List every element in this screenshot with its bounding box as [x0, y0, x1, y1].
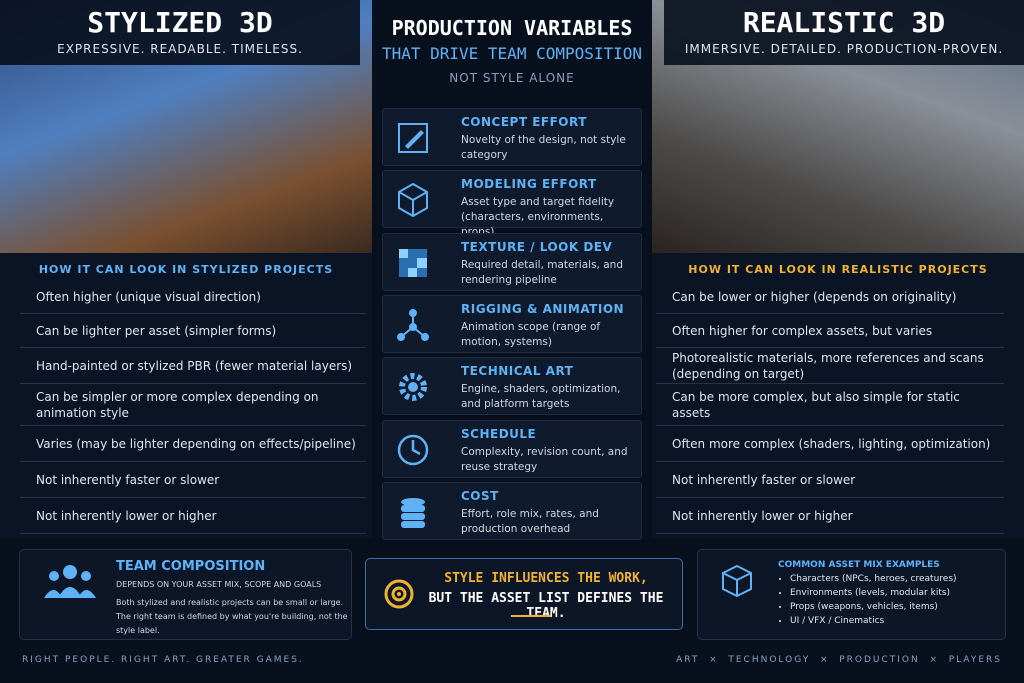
- left-title: STYLIZED 3D: [87, 6, 273, 39]
- table-row: Can be simpler or more complex depending…: [20, 384, 366, 426]
- left-section: HOW IT CAN LOOK IN STYLIZED PROJECTS: [38, 263, 334, 276]
- left-table: HOW IT CAN LOOK IN STYLIZED PROJECTS Oft…: [0, 253, 372, 538]
- variable-icon: [399, 248, 427, 277]
- quote-panel: STYLE INFLUENCES THE WORK, BUT THE ASSET…: [365, 558, 683, 630]
- variable-icon: [397, 308, 429, 341]
- quote-line-2: BUT THE ASSET LIST DEFINES THE TEAM.: [428, 591, 664, 621]
- row-text: Not inherently faster or slower: [36, 472, 220, 487]
- variable-card: CONCEPT EFFORT Novelty of the design, not…: [382, 108, 642, 166]
- team-body-line: The right team is defined by what you're…: [116, 612, 348, 635]
- variable-icon: [401, 497, 425, 528]
- variable-icon: [398, 123, 428, 153]
- assets-title: COMMON ASSET MIX EXAMPLES: [778, 560, 940, 570]
- variable-title: TEXTURE / LOOK DEV: [461, 239, 613, 254]
- asset-item: Props (weapons, vehicles, items): [790, 600, 957, 614]
- variable-card: TEXTURE / LOOK DEV Required detail, mater…: [382, 232, 642, 291]
- asset-item: Characters (NPCs, heroes, creatures): [790, 572, 957, 586]
- quote-underline: [511, 615, 551, 617]
- variable-card: TECHNICAL ART Engine, shaders, optimizati…: [382, 357, 642, 416]
- row-text: Can be lighter per asset (simpler forms): [36, 323, 277, 338]
- variable-title: RIGGING & ANIMATION: [461, 301, 625, 316]
- right-tagline: IMMERSIVE. DETAILED. PRODUCTION-PROVEN.: [684, 42, 1004, 56]
- row-text: Not inherently lower or higher: [36, 508, 217, 523]
- right-section: HOW IT CAN LOOK IN REALISTIC PROJECTS: [688, 263, 988, 276]
- row-text: Can be more complex, but also simple for…: [672, 389, 960, 420]
- row-text: Not inherently faster or slower: [672, 472, 856, 487]
- team-panel: TEAM COMPOSITION DEPENDS ON YOUR ASSET M…: [19, 549, 352, 640]
- variable-desc: Engine, shaders, optimization, and platf…: [461, 383, 621, 411]
- left-header: STYLIZED 3D EXPRESSIVE. READABLE. TIMELE…: [0, 0, 360, 65]
- variable-desc: Novelty of the design, not style categor…: [461, 134, 626, 161]
- variable-icon: [397, 434, 429, 465]
- variable-card: SCHEDULE Complexity, revision count, and …: [382, 419, 642, 478]
- team-body-line: Both stylized and realistic projects can…: [116, 598, 344, 607]
- table-row: Not inherently faster or slower: [656, 462, 1004, 498]
- table-row: Photorealistic materials, more reference…: [656, 348, 1004, 384]
- footer-left: RIGHT PEOPLE. RIGHT ART. GREATER GAMES.: [22, 655, 304, 665]
- row-text: Varies (may be lighter depending on effe…: [36, 436, 356, 451]
- table-row: Not inherently lower or higher: [656, 498, 1004, 534]
- left-tagline: EXPRESSIVE. READABLE. TIMELESS.: [57, 42, 303, 56]
- row-text: Can be simpler or more complex depending…: [36, 389, 319, 420]
- left-rows: Often higher (unique visual direction) Ca…: [20, 280, 366, 538]
- right-rows: Can be lower or higher (depends on origi…: [656, 280, 1004, 538]
- variable-card: MODELING EFFORT Asset type and target fid…: [382, 170, 642, 238]
- right-header: REALISTIC 3D IMMERSIVE. DETAILED. PRODUC…: [664, 0, 1024, 65]
- variable-title: COST: [461, 488, 499, 503]
- table-row: Can be lower or higher (depends on origi…: [656, 280, 1004, 314]
- row-text: Photorealistic materials, more reference…: [672, 350, 984, 381]
- variable-desc: Required detail, materials, and renderin…: [461, 258, 623, 286]
- team-title: TEAM COMPOSITION: [116, 559, 266, 574]
- center-title: PRODUCTION VARIABLES: [391, 16, 633, 40]
- asset-item: Environments (levels, modular kits): [790, 586, 957, 600]
- table-row: Can be more complex, but also simple for…: [656, 384, 1004, 426]
- variable-card: COST Effort, role mix, rates, and product…: [382, 481, 642, 540]
- table-row: Often higher (unique visual direction): [20, 280, 366, 314]
- assets-panel: COMMON ASSET MIX EXAMPLES Characters (NP…: [697, 549, 1006, 640]
- table-row: Hand-painted or stylized PBR (fewer mate…: [20, 348, 366, 384]
- variable-desc: Animation scope (range of motion, system…: [461, 320, 601, 348]
- team-subtitle: DEPENDS ON YOUR ASSET MIX, SCOPE AND GOA…: [116, 580, 322, 589]
- variable-desc: Effort, role mix, rates, and production …: [461, 507, 599, 535]
- variable-title: MODELING EFFORT: [461, 177, 597, 192]
- target-icon: [384, 579, 414, 609]
- footer-right: ART × TECHNOLOGY × PRODUCTION × PLAYERS: [676, 655, 1002, 665]
- row-text: Often higher for complex assets, but var…: [672, 323, 933, 338]
- center-subtitle: THAT DRIVE TEAM COMPOSITION: [381, 44, 643, 63]
- row-text: Often more complex (shaders, lighting, o…: [672, 436, 991, 451]
- quote-line-1: STYLE INFLUENCES THE WORK,: [444, 571, 648, 586]
- row-text: Hand-painted or stylized PBR (fewer mate…: [36, 358, 353, 373]
- cube-icon: [722, 564, 752, 598]
- variable-desc: Complexity, revision count, and reuse st…: [461, 445, 628, 473]
- center-note: NOT STYLE ALONE: [449, 71, 575, 85]
- table-row: Often more complex (shaders, lighting, o…: [656, 426, 1004, 462]
- table-row: Not inherently faster or slower: [20, 462, 366, 498]
- row-text: Can be lower or higher (depends on origi…: [672, 289, 957, 304]
- variable-title: CONCEPT EFFORT: [461, 115, 587, 129]
- row-text: Not inherently lower or higher: [672, 508, 853, 523]
- team-icon: [44, 565, 96, 598]
- variable-icon: [398, 183, 428, 218]
- right-table: HOW IT CAN LOOK IN REALISTIC PROJECTS Ca…: [652, 253, 1024, 538]
- center-header: PRODUCTION VARIABLES THAT DRIVE TEAM COM…: [372, 0, 652, 105]
- table-row: Can be lighter per asset (simpler forms): [20, 314, 366, 348]
- variable-desc: Asset type and target fidelity (characte…: [461, 196, 615, 238]
- table-row: Often higher for complex assets, but var…: [656, 314, 1004, 348]
- variable-icon: [399, 373, 427, 402]
- right-title: REALISTIC 3D: [742, 6, 946, 39]
- assets-list: Characters (NPCs, heroes, creatures) Env…: [776, 572, 957, 628]
- variable-title: TECHNICAL ART: [461, 364, 574, 379]
- table-row: Not inherently lower or higher: [20, 498, 366, 534]
- table-row: Varies (may be lighter depending on effe…: [20, 426, 366, 462]
- row-text: Often higher (unique visual direction): [36, 289, 261, 304]
- variable-title: SCHEDULE: [461, 426, 537, 441]
- team-body: Both stylized and realistic projects can…: [116, 596, 351, 638]
- asset-item: UI / VFX / Cinematics: [790, 614, 957, 628]
- variable-card: RIGGING & ANIMATION Animation scope (rang…: [382, 294, 642, 353]
